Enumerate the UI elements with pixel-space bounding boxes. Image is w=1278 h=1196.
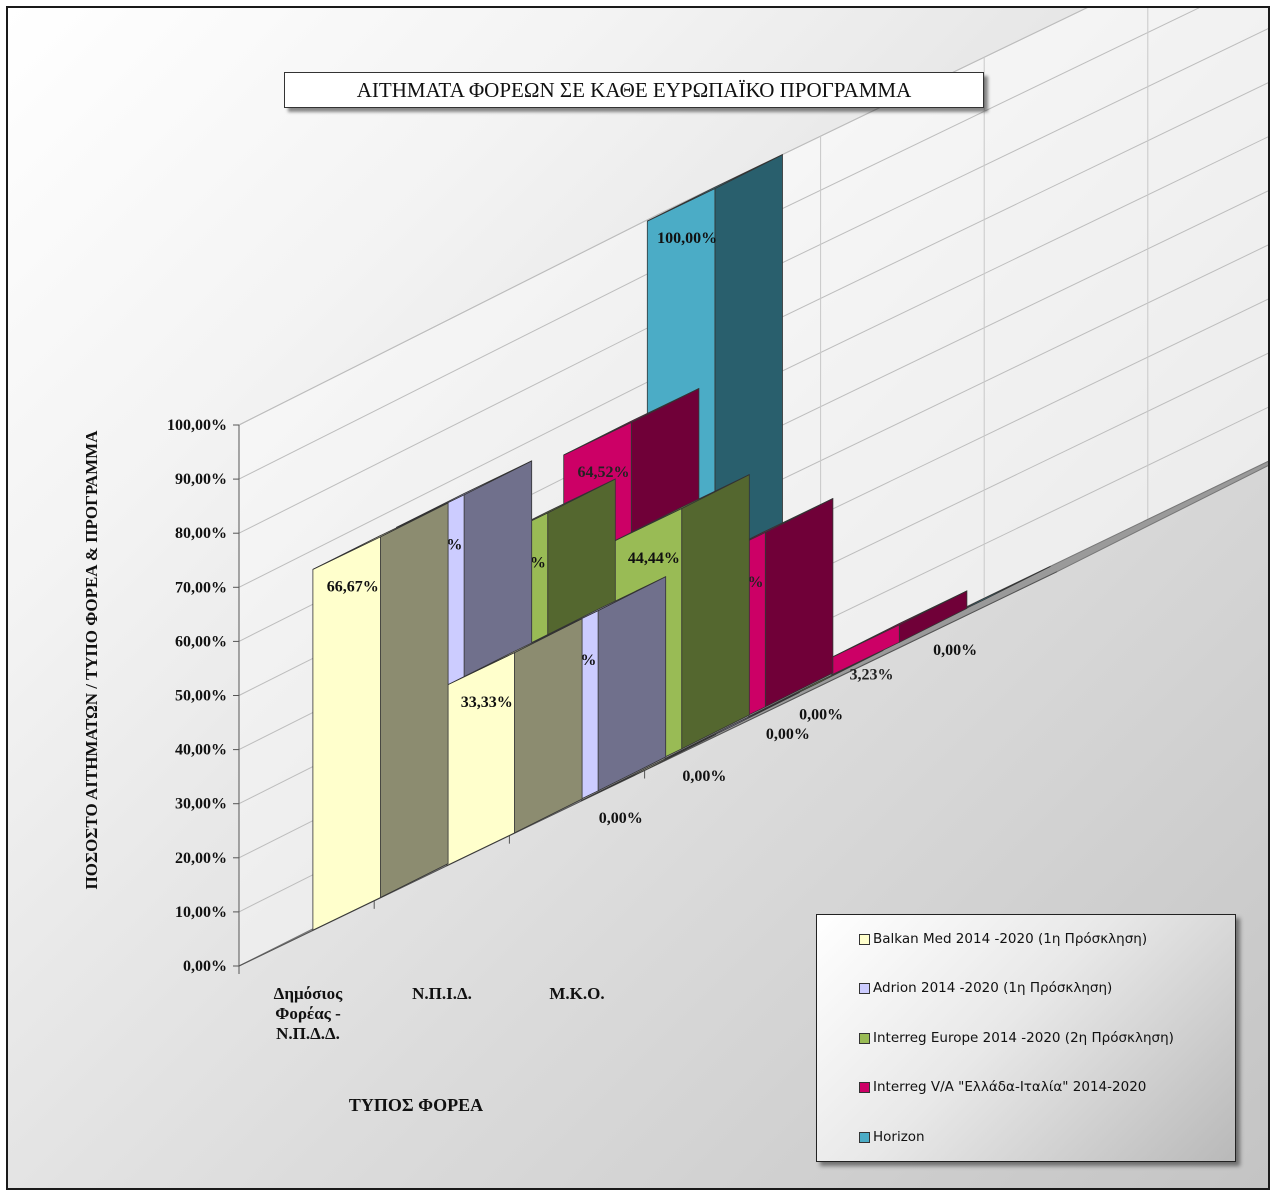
x-tick-label-line: Ν.Π.Ι.Δ. (412, 984, 472, 1003)
data-label: 100,00% (657, 230, 717, 247)
data-label: 0,00% (933, 642, 977, 659)
bar-top (312, 502, 449, 570)
y-tick-label: 10,00% (175, 904, 227, 921)
bar-front (312, 536, 381, 931)
x-tick-label: Δημόσιος Φορέας -Ν.Π.Δ.Δ. (274, 984, 343, 1043)
bar-side (514, 618, 583, 834)
bar-top (580, 734, 717, 802)
x-tick-label-line: Φορέας - (275, 1004, 341, 1023)
y-tick-label: 90,00% (175, 471, 227, 488)
y-axis-title: ΠΟΣΟΣΤΟ ΑΙΤΗΜΑΤΩΝ / ΤΥΠΟ ΦΟΡΕΑ & ΠΡΟΓΡΑΜ… (82, 430, 101, 890)
y-tick-label: 30,00% (175, 796, 227, 813)
data-label: 44,44% (628, 550, 680, 567)
legend-label: Interreg V/A "Ελλάδα-Ιταλία" 2014-2020 (873, 1079, 1147, 1095)
y-axis: 0,00% 10,00% 20,00% 30,00% 40,00% 50,00% 60,00… (167, 417, 240, 975)
chart-legend: Balkan Med 2014 -2020 (1η Πρόσκληση) Adr… (816, 914, 1236, 1162)
legend-item: Balkan Med 2014 -2020 (1η Πρόσκληση) (859, 929, 1147, 949)
legend-swatch (859, 1081, 870, 1093)
chart-canvas: 0,00% 10,00% 20,00% 30,00% 40,00% 50,00% 60,00… (82, 8, 1268, 1115)
x-axis-title: ΤΥΠΟΣ ΦΟΡΕΑ (349, 1095, 483, 1115)
bar-front (446, 651, 515, 867)
data-label: 66,67% (327, 578, 379, 595)
gridline (238, 8, 1088, 426)
legend-item: Interreg Europe 2014 -2020 (2η Πρόσκληση… (859, 1028, 1174, 1048)
y-tick-label: 40,00% (175, 742, 227, 759)
bar-side (597, 576, 667, 792)
y-tick-label: 20,00% (175, 850, 227, 867)
y-tick-label: 80,00% (175, 525, 227, 542)
legend-swatch (859, 1131, 870, 1143)
bar-side (380, 502, 449, 899)
bar-top (831, 590, 968, 658)
y-tick-label: 0,00% (183, 958, 227, 975)
data-label: 0,00% (599, 810, 643, 827)
bar: 0,00% (580, 734, 717, 827)
data-label: 64,52% (578, 464, 630, 481)
y-tick-label: 100,00% (167, 417, 227, 434)
x-axis: Δημόσιος Φορέας -Ν.Π.Δ.Δ. Ν.Π.Ι.Δ. Μ.Κ.Ο. (238, 571, 1058, 1043)
bar-side (681, 473, 750, 750)
data-label: 3,23% (850, 666, 894, 683)
legend-label: Interreg Europe 2014 -2020 (2η Πρόσκληση… (873, 1030, 1174, 1046)
legend-swatch (859, 982, 870, 994)
chart-title: ΑΙΤΗΜΑΤΑ ΦΟΡΕΩΝ ΣΕ ΚΑΘΕ ΕΥΡΩΠΑΪΚΟ ΠΡΟΓΡΑ… (284, 72, 984, 108)
data-label: 0,00% (682, 768, 726, 785)
data-label: 0,00% (799, 706, 843, 723)
legend-swatch (859, 933, 870, 945)
legend-swatch (859, 1032, 870, 1044)
x-tick-label: Μ.Κ.Ο. (549, 984, 604, 1003)
legend-label: Horizon (873, 1129, 925, 1145)
x-tick-label-line: Ν.Π.Δ.Δ. (276, 1024, 340, 1043)
data-label: 33,33% (461, 694, 513, 711)
bar: 0,00% (664, 692, 800, 785)
chart-frame: 0,00% 10,00% 20,00% 30,00% 40,00% 50,00% 60,00… (6, 6, 1270, 1190)
legend-item: Horizon (859, 1127, 925, 1147)
legend-item: Adrion 2014 -2020 (1η Πρόσκληση) (859, 978, 1112, 998)
x-tick-label: Ν.Π.Ι.Δ. (412, 984, 472, 1003)
y-tick-label: 50,00% (175, 688, 227, 705)
bars: 0,00%0,00%100,00%3,23%32,26%64,52%0,00%4… (312, 153, 1051, 931)
x-tick-label-line: Δημόσιος (274, 984, 343, 1003)
x-tick-label-line: Μ.Κ.Ο. (549, 984, 604, 1003)
bar: 33,33% (446, 618, 583, 867)
y-tick-label: 60,00% (175, 633, 227, 650)
bar-top (647, 154, 783, 222)
bar-side (764, 497, 834, 708)
legend-item: Interreg V/A "Ελλάδα-Ιταλία" 2014-2020 (859, 1077, 1146, 1097)
data-label: 0,00% (766, 726, 810, 743)
bar-top (563, 388, 700, 456)
legend-label: Balkan Med 2014 -2020 (1η Πρόσκληση) (873, 931, 1148, 947)
bar: 66,67% (312, 502, 449, 931)
y-tick-label: 70,00% (175, 579, 227, 596)
bar: 3,23% (831, 590, 968, 683)
bar-top (613, 474, 750, 542)
bar-top (446, 618, 583, 686)
legend-label: Adrion 2014 -2020 (1η Πρόσκληση) (873, 980, 1113, 996)
